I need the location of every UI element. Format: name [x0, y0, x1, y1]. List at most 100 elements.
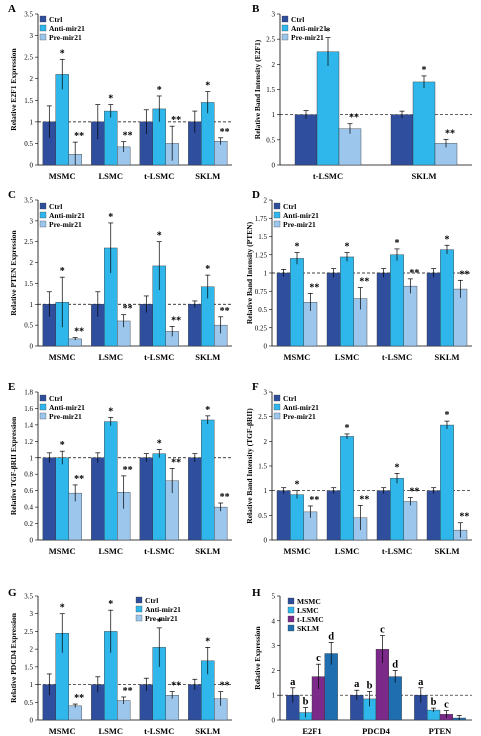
bar: [338, 128, 362, 166]
significance-mark: b: [303, 697, 309, 708]
panel-g: G 0 0.5 1 1.5 2 2.5 3 3.5 Relative PDCD4 Expressi…: [8, 587, 232, 736]
y-tick-label: 1: [272, 111, 276, 119]
bar: [376, 272, 391, 347]
bar: [326, 490, 341, 541]
y-tick-label: 2.5: [24, 54, 33, 62]
bar: [188, 457, 202, 541]
y-tick-label: 2: [30, 259, 34, 267]
y-tick-label: 3: [30, 217, 34, 225]
significance-mark: *: [60, 603, 65, 614]
y-tick-label: 3.5: [24, 11, 33, 19]
category-label: t-LSMC: [313, 171, 343, 181]
y-tick-label: 1: [264, 270, 268, 278]
legend-label: t-LSMC: [297, 615, 324, 624]
category-label: t-LSMC: [144, 171, 174, 181]
category-label: SKLM: [195, 546, 220, 556]
bar: [201, 419, 215, 541]
significance-mark: **: [171, 115, 181, 126]
bar: [165, 695, 179, 721]
legend-label: Pre-mir21: [291, 33, 324, 42]
bar: [316, 51, 340, 166]
y-tick-label: 1.2: [24, 438, 33, 446]
significance-mark: *: [60, 48, 65, 59]
significance-mark: **: [409, 268, 419, 279]
significance-mark: a: [418, 677, 424, 688]
y-tick-label: 0.5: [24, 699, 33, 707]
significance-mark: *: [395, 462, 400, 473]
legend-swatch: [273, 211, 281, 219]
significance-mark: b: [431, 697, 437, 708]
y-tick-label: 0.25: [255, 324, 268, 332]
y-tick-label: 0.5: [24, 140, 33, 148]
significance-mark: *: [108, 212, 113, 223]
y-tick-label: 3.5: [24, 197, 33, 205]
y-axis-label: Relative TGF-βRII Expression: [9, 416, 18, 515]
bar: [390, 478, 404, 541]
legend-label: Ctrl: [145, 596, 158, 605]
bar: [276, 490, 291, 541]
significance-mark: **: [309, 282, 319, 293]
category-label: t-LSMC: [144, 546, 174, 556]
y-tick-label: 1.5: [24, 280, 33, 288]
significance-mark: c: [380, 625, 385, 636]
significance-mark: d: [392, 659, 398, 670]
legend-label: Pre-mir21: [49, 33, 82, 42]
y-axis-label: Relative Band Intensity (TGF-βRII): [245, 408, 254, 524]
category-label: SKLM: [195, 171, 220, 181]
y-tick-label: 2: [30, 646, 34, 654]
significance-mark: *: [345, 242, 350, 253]
significance-mark: **: [445, 128, 455, 139]
significance-mark: *: [60, 266, 65, 277]
legend-swatch: [135, 605, 143, 613]
category-label: PDCD4: [362, 726, 391, 736]
legend-label: Pre-mir21: [49, 412, 82, 421]
category-label: MSMC: [49, 546, 76, 556]
legend-label: SKLM: [297, 624, 319, 633]
significance-mark: **: [220, 127, 230, 138]
panel-letter: D: [252, 189, 260, 201]
y-axis-label: Relative Expression: [253, 625, 262, 689]
y-tick-label: 0.75: [255, 288, 268, 296]
significance-mark: **: [123, 131, 133, 142]
y-tick-label: 1: [264, 487, 268, 495]
legend-label: Pre-mir21: [145, 614, 178, 623]
legend-label: Anti-mir21: [49, 211, 85, 220]
y-tick-label: 2: [272, 667, 276, 675]
y-tick-label: 0.6: [24, 487, 33, 495]
legend-label: Ctrl: [49, 202, 62, 211]
legend-label: Ctrl: [291, 15, 304, 24]
bar: [403, 501, 418, 541]
legend-swatch: [39, 24, 47, 32]
legend-swatch: [39, 412, 47, 420]
panel-c: C 0 0.5 1 1.5 2 2.5 3 3.5 Relative PTEN Expressio…: [8, 189, 232, 362]
significance-mark: *: [108, 406, 113, 417]
y-tick-label: 2: [264, 438, 268, 446]
bar: [340, 436, 354, 541]
y-tick-label: 1: [30, 118, 34, 126]
significance-mark: c: [316, 653, 321, 664]
bar: [290, 258, 304, 347]
y-axis-label: Relative Band Intensity (E2F1): [253, 39, 262, 139]
legend-label: Pre-mir21: [49, 220, 82, 229]
y-tick-label: 0.2: [24, 520, 33, 528]
legend-swatch: [135, 596, 143, 604]
category-label: SKLM: [195, 352, 220, 362]
legend-label: Anti-mir21: [145, 605, 181, 614]
significance-mark: a: [354, 679, 360, 690]
y-axis-label: Relative Band Intensity (PTEN): [245, 221, 254, 324]
significance-mark: **: [74, 474, 84, 485]
significance-mark: **: [74, 327, 84, 338]
significance-mark: d: [328, 631, 334, 642]
y-tick-label: 2.5: [24, 628, 33, 636]
bar: [91, 457, 105, 541]
y-tick-label: 2.5: [266, 36, 275, 44]
legend-label: Ctrl: [283, 394, 296, 403]
legend-swatch: [273, 403, 281, 411]
significance-mark: **: [409, 487, 419, 498]
legend-swatch: [273, 220, 281, 228]
bar: [388, 676, 402, 721]
panel-letter: B: [252, 3, 260, 15]
